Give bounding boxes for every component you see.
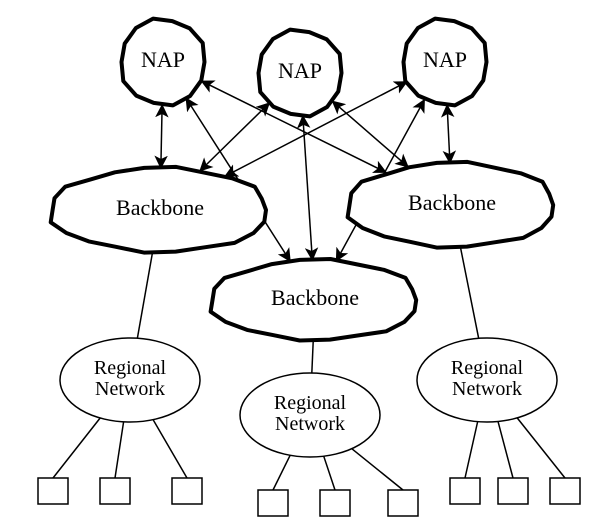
node-bb3: Backbone bbox=[348, 162, 554, 248]
leaf-box-2 bbox=[172, 478, 202, 504]
node-reg1: RegionalNetwork bbox=[60, 338, 200, 422]
leaf-box-5 bbox=[388, 490, 418, 516]
node-nap1: NAP bbox=[122, 19, 205, 106]
node-label-bb1: Backbone bbox=[116, 195, 204, 220]
leaf-box-3 bbox=[258, 490, 288, 516]
leaf-box-6 bbox=[450, 478, 480, 504]
node-nap3: NAP bbox=[404, 19, 487, 106]
edge-bb3-nap2 bbox=[332, 101, 408, 167]
edge-reg1-box1 bbox=[115, 422, 124, 478]
edge-bb1-reg1 bbox=[137, 252, 152, 338]
node-bb2: Backbone bbox=[211, 259, 417, 341]
node-label-nap1: NAP bbox=[141, 47, 185, 72]
node-label-reg3: Network bbox=[452, 378, 522, 400]
edge-bb3-nap3 bbox=[447, 105, 450, 163]
leaf-box-8 bbox=[550, 478, 580, 504]
node-label-reg3: Regional bbox=[451, 357, 524, 379]
edge-bb1-nap1 bbox=[161, 105, 162, 168]
node-label-bb2: Backbone bbox=[271, 285, 359, 310]
node-label-nap3: NAP bbox=[423, 47, 467, 72]
node-reg3: RegionalNetwork bbox=[417, 338, 557, 422]
node-label-nap2: NAP bbox=[278, 58, 322, 83]
edge-reg1-box0 bbox=[53, 418, 100, 478]
edge-reg3-box7 bbox=[498, 421, 513, 478]
edge-reg1-box2 bbox=[153, 420, 187, 478]
leaf-box-1 bbox=[100, 478, 130, 504]
edge-reg3-box6 bbox=[465, 422, 478, 478]
edge-reg3-box8 bbox=[517, 418, 565, 478]
network-diagram: NAP NAP NAP Backbone Backbone Backbone Regiona… bbox=[0, 0, 600, 521]
edge-bb2-reg2 bbox=[312, 340, 313, 373]
nodes-layer: NAP NAP NAP Backbone Backbone Backbone Regiona… bbox=[51, 19, 557, 457]
node-reg2: RegionalNetwork bbox=[240, 373, 380, 457]
node-label-bb3: Backbone bbox=[408, 190, 496, 215]
edge-reg2-box5 bbox=[352, 449, 403, 490]
node-label-reg2: Regional bbox=[274, 392, 347, 414]
node-label-reg1: Network bbox=[95, 378, 165, 400]
node-label-reg1: Regional bbox=[94, 357, 167, 379]
leaf-box-4 bbox=[320, 490, 350, 516]
leaf-box-0 bbox=[38, 478, 68, 504]
edge-bb3-reg3 bbox=[460, 247, 478, 338]
edge-reg2-box4 bbox=[324, 456, 335, 490]
leaf-boxes-layer bbox=[38, 478, 580, 516]
leaf-box-7 bbox=[498, 478, 528, 504]
edge-reg2-box3 bbox=[273, 455, 290, 490]
node-nap2: NAP bbox=[259, 30, 342, 117]
edge-bb2-nap2 bbox=[303, 116, 313, 260]
node-label-reg2: Network bbox=[275, 413, 345, 435]
node-bb1: Backbone bbox=[51, 167, 266, 253]
